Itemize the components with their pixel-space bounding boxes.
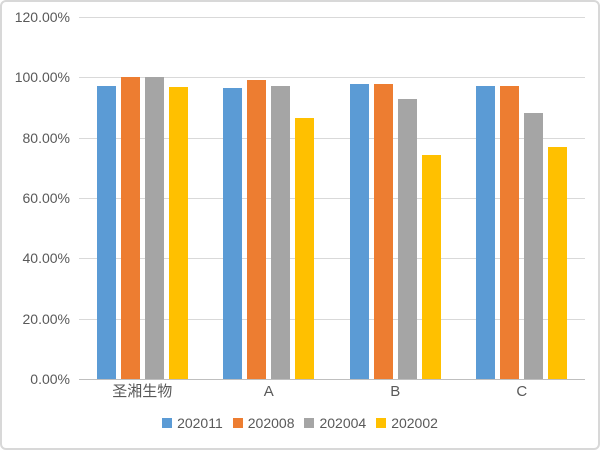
x-axis-line xyxy=(79,379,585,380)
y-axis-tick-label: 20.00% xyxy=(22,310,70,327)
bar-202004-C xyxy=(524,112,544,379)
legend: 202011 202008 202004 202002 xyxy=(2,415,598,431)
legend-swatch-icon xyxy=(162,418,173,428)
x-axis-category-label: C xyxy=(516,383,528,400)
gridline xyxy=(79,318,585,320)
bar-202011-B xyxy=(349,83,369,379)
y-axis-tick-label: 80.00% xyxy=(22,129,70,146)
legend-swatch-icon xyxy=(376,418,387,428)
bar-202002-圣湘生物 xyxy=(168,86,188,379)
y-axis-tick-label: 40.00% xyxy=(22,250,70,267)
bar-202011-C xyxy=(476,86,496,379)
gridline xyxy=(79,77,585,79)
gridline xyxy=(79,258,585,260)
gridline xyxy=(79,137,585,139)
bar-202008-A xyxy=(247,80,267,379)
legend-item-202008: 202008 xyxy=(232,415,295,431)
bar-202011-A xyxy=(223,88,243,379)
gridline xyxy=(79,198,585,199)
y-axis-tick-label: 60.00% xyxy=(22,190,70,206)
bar-202004-A xyxy=(271,85,291,379)
legend-item-202004: 202004 xyxy=(304,415,366,431)
legend-item-202002: 202002 xyxy=(376,415,438,431)
x-axis-category-label: A xyxy=(263,383,274,400)
legend-label: 202011 xyxy=(177,415,223,431)
bar-202004-圣湘生物 xyxy=(144,77,164,379)
bar-202004-B xyxy=(397,99,417,379)
bar-202008-B xyxy=(373,83,393,379)
legend-swatch-icon xyxy=(304,418,315,428)
y-axis-tick-label: 100.00% xyxy=(14,69,70,86)
bar-202008-C xyxy=(500,86,520,379)
bar-202002-B xyxy=(421,155,441,379)
y-axis-tick-label: 120.00% xyxy=(14,9,70,25)
bar-202008-圣湘生物 xyxy=(120,77,140,379)
legend-label: 202002 xyxy=(391,415,438,431)
y-axis-tick-label: 0.00% xyxy=(30,371,70,387)
legend-label: 202008 xyxy=(247,415,295,431)
legend-item-202011: 202011 xyxy=(162,415,223,431)
legend-swatch-icon xyxy=(232,418,243,428)
bar-202011-圣湘生物 xyxy=(96,85,116,379)
bar-202002-C xyxy=(548,147,568,379)
gridline xyxy=(79,17,585,18)
bar-202002-A xyxy=(295,117,315,379)
legend-label: 202004 xyxy=(319,415,367,431)
x-axis-category-label: 圣湘生物 xyxy=(112,383,173,400)
x-axis-category-label: B xyxy=(390,383,401,400)
